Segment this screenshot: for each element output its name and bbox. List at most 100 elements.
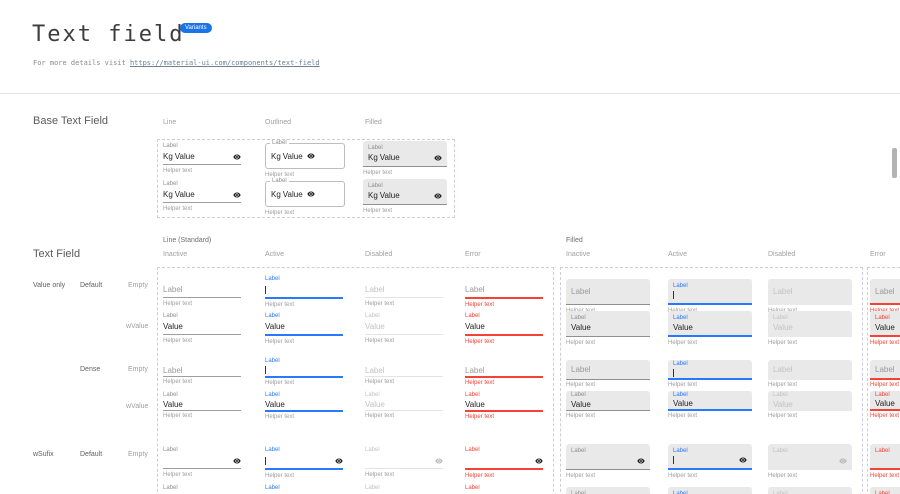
field-input[interactable]: Label xyxy=(163,365,241,375)
line-active-wvalue-dense-field[interactable]: Label Value Helper text xyxy=(265,392,343,421)
visibility-eye-icon[interactable] xyxy=(335,457,343,465)
field-input[interactable] xyxy=(773,455,847,466)
visibility-eye-icon[interactable] xyxy=(434,192,442,200)
docs-link[interactable]: https://material-ui.com/components/text-… xyxy=(129,59,320,67)
base-line-field-2[interactable]: Label Kg Value Helper text xyxy=(163,180,241,213)
filled-inactive-empty-dense-field[interactable]: Label Helper text xyxy=(566,360,650,389)
vertical-scrollbar-thumb[interactable] xyxy=(892,148,897,178)
field-input[interactable]: Value xyxy=(465,320,543,333)
field-input[interactable]: Value xyxy=(673,322,747,333)
visibility-eye-icon[interactable] xyxy=(434,154,442,162)
line-error-empty-suffix-field[interactable]: Label Helper text xyxy=(465,446,543,480)
base-line-field-1[interactable]: Label Kg Value Helper text xyxy=(163,142,241,175)
filled-active-empty-dense-field[interactable]: Label Helper text xyxy=(668,360,752,389)
field-input[interactable]: Kg Value xyxy=(368,190,442,201)
field-input[interactable] xyxy=(673,290,747,301)
visibility-eye-icon[interactable] xyxy=(307,152,315,160)
field-input[interactable]: Value xyxy=(571,322,645,333)
line-error-empty-field[interactable]: Label Helper text xyxy=(465,283,543,309)
line-active-empty-dense-field[interactable]: Label Helper text xyxy=(265,358,343,387)
line-disabled-empty-dense-field[interactable]: Label Helper text xyxy=(365,365,443,386)
field-input[interactable]: Kg Value xyxy=(271,150,315,163)
field-input[interactable]: Value xyxy=(773,322,847,333)
field-input[interactable]: Kg Value xyxy=(271,188,315,201)
filled-error-empty-suffix-field[interactable]: Label Helper text xyxy=(870,444,900,480)
field-input[interactable]: Kg Value xyxy=(368,152,442,163)
filled-error-wvalue-field[interactable]: Label Value Helper text xyxy=(870,311,900,347)
field-input[interactable] xyxy=(163,454,241,467)
line-inactive-wvalue-dense-field[interactable]: Label Value Helper text xyxy=(163,392,241,420)
field-input[interactable]: Label xyxy=(773,286,847,297)
field-input[interactable] xyxy=(673,368,747,377)
filled-disabled-empty-suffix-field[interactable]: Label Helper text xyxy=(768,444,852,480)
visibility-eye-icon[interactable] xyxy=(233,153,241,161)
line-inactive-empty-field[interactable]: Label Helper text xyxy=(163,283,241,308)
field-input[interactable] xyxy=(365,454,443,467)
line-inactive-wvalue-field[interactable]: Label Value Helper text xyxy=(163,312,241,345)
line-error-wvalue-dense-field[interactable]: Label Value Helper text xyxy=(465,392,543,421)
field-input[interactable] xyxy=(571,455,645,466)
base-outlined-field-1[interactable]: Label Kg Value Helper text xyxy=(265,140,345,179)
base-filled-field-1[interactable]: Label Kg Value Helper text xyxy=(363,141,447,177)
field-input[interactable]: Label xyxy=(465,365,543,375)
filled-disabled-wvalue-dense-field[interactable]: Label Value Helper text xyxy=(768,391,852,420)
field-input[interactable]: Value xyxy=(163,320,241,333)
field-input[interactable]: Label xyxy=(875,286,900,297)
field-input[interactable]: Label xyxy=(571,286,645,297)
field-input[interactable]: Kg Value xyxy=(163,150,241,163)
field-input[interactable]: Value xyxy=(265,320,343,333)
base-filled-field-2[interactable]: Label Kg Value Helper text xyxy=(363,179,447,215)
field-input[interactable]: Value xyxy=(365,399,443,409)
filled-inactive-empty-suffix-field[interactable]: Label Helper text xyxy=(566,444,650,480)
line-disabled-empty-suffix-field[interactable]: Label Helper text xyxy=(365,446,443,479)
visibility-eye-icon[interactable] xyxy=(233,457,241,465)
field-input[interactable] xyxy=(465,454,543,467)
filled-inactive-wvalue-dense-field[interactable]: Label Value Helper text xyxy=(566,391,650,420)
line-error-empty-dense-field[interactable]: Label Helper text xyxy=(465,365,543,387)
line-disabled-wvalue-dense-field[interactable]: Label Value Helper text xyxy=(365,392,443,420)
base-outlined-field-2[interactable]: Label Kg Value Helper text xyxy=(265,178,345,217)
field-input[interactable]: Value xyxy=(465,399,543,409)
field-input[interactable] xyxy=(875,455,900,466)
field-input[interactable]: Value xyxy=(673,399,747,408)
line-inactive-empty-dense-field[interactable]: Label Helper text xyxy=(163,365,241,386)
field-input[interactable]: Value xyxy=(265,399,343,409)
filled-active-empty-suffix-field[interactable]: Label Helper text xyxy=(668,444,752,480)
visibility-eye-icon[interactable] xyxy=(435,457,443,465)
visibility-eye-icon[interactable] xyxy=(233,191,241,199)
filled-disabled-wvalue-field[interactable]: Label Value Helper text xyxy=(768,311,852,347)
field-input[interactable]: Label xyxy=(875,364,900,375)
field-input[interactable]: Label xyxy=(773,364,847,375)
field-input[interactable] xyxy=(673,455,747,466)
visibility-eye-icon[interactable] xyxy=(637,457,645,465)
field-input[interactable]: Value xyxy=(163,399,241,409)
line-inactive-empty-suffix-field[interactable]: Label Helper text xyxy=(163,446,241,479)
field-input[interactable]: Label xyxy=(571,364,645,375)
visibility-eye-icon[interactable] xyxy=(535,457,543,465)
line-disabled-wvalue-field[interactable]: Label Value Helper text xyxy=(365,312,443,345)
field-input[interactable]: Value xyxy=(571,399,645,409)
field-input[interactable]: Value xyxy=(875,399,900,408)
visibility-eye-icon[interactable] xyxy=(307,190,315,198)
field-input[interactable]: Value xyxy=(365,320,443,333)
field-input[interactable]: Kg Value xyxy=(163,188,241,201)
filled-error-wvalue-dense-field[interactable]: Label Value Helper text xyxy=(870,391,900,420)
field-input[interactable]: Label xyxy=(163,283,241,296)
visibility-eye-icon[interactable] xyxy=(739,456,747,464)
field-input[interactable] xyxy=(265,454,343,467)
filled-inactive-wvalue-field[interactable]: Label Value Helper text xyxy=(566,311,650,347)
filled-active-wvalue-dense-field[interactable]: Label Value Helper text xyxy=(668,391,752,420)
filled-error-empty-dense-field[interactable]: Label Helper text xyxy=(870,360,900,389)
line-active-empty-field[interactable]: Label Helper text xyxy=(265,275,343,309)
